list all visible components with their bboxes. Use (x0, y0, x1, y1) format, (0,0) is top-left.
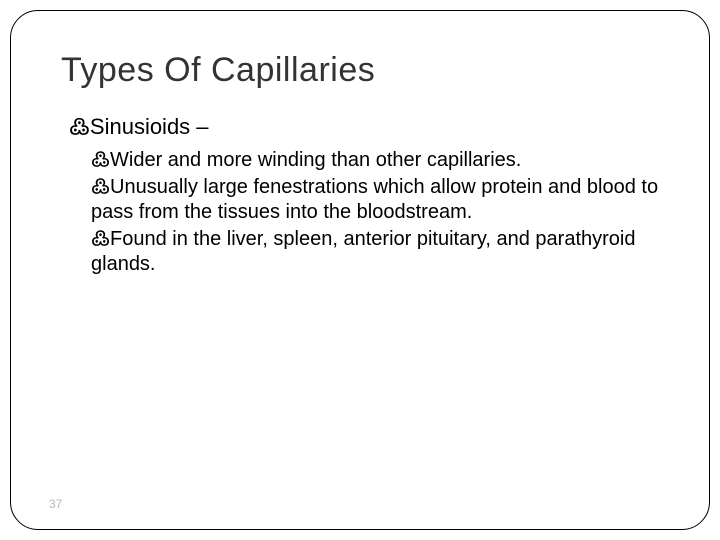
slide-title: Types Of Capillaries (61, 51, 659, 90)
list-item: ߷Found in the liver, spleen, anterior pi… (91, 227, 659, 277)
list-item-text: Unusually large fenestrations which allo… (91, 176, 658, 223)
list-item: ߷Sinusioids – (69, 112, 659, 142)
bullet-list-level2: ߷Wider and more winding than other capil… (69, 148, 659, 277)
bullet-list-level1: ߷Sinusioids – ߷Wider and more winding th… (61, 112, 659, 277)
bullet-icon: ߷ (91, 228, 110, 250)
slide-frame: Types Of Capillaries ߷Sinusioids – ߷Wide… (10, 10, 710, 530)
list-item: ߷Wider and more winding than other capil… (91, 148, 659, 173)
bullet-icon: ߷ (91, 176, 110, 198)
list-item-text: Wider and more winding than other capill… (110, 149, 521, 171)
list-item: ߷Unusually large fenestrations which all… (91, 175, 659, 225)
list-item-text: Found in the liver, spleen, anterior pit… (91, 228, 636, 275)
list-item-text: Sinusioids – (90, 114, 209, 139)
bullet-icon: ߷ (69, 114, 90, 139)
bullet-icon: ߷ (91, 149, 110, 171)
page-number: 37 (49, 497, 62, 511)
